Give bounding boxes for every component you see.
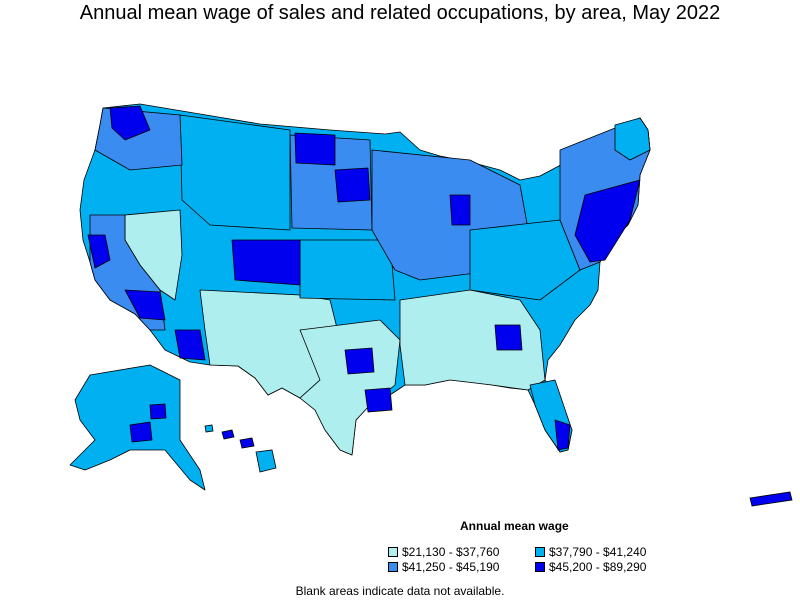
metro-seattle [109,105,151,141]
metro-chicago [449,194,471,226]
metro-los-angeles [124,289,166,321]
metro-alaska-interior [149,403,167,420]
hawaii-oahu [221,429,235,440]
metro-phoenix [174,329,206,361]
puerto-rico [749,491,793,507]
metro-minneapolis [334,167,371,203]
metro-anchorage [129,421,153,443]
legend-swatch [388,562,398,572]
legend-label: $37,790 - $41,240 [549,545,647,559]
legend-title: Annual mean wage [460,519,569,533]
hawaii-big-island [255,449,277,473]
legend-swatch [535,547,545,557]
hawaii-kauai [204,424,214,433]
legend-label: $45,200 - $89,290 [549,560,647,574]
legend-item-4: $45,200 - $89,290 [535,560,646,574]
region-texas [299,319,401,456]
metro-denver [231,239,301,286]
map-title: Annual mean wage of sales and related oc… [79,2,721,24]
legend-label: $21,130 - $37,760 [402,545,500,559]
region-maine [614,117,651,161]
metro-dallas [344,347,375,375]
legend-item-3: $41,250 - $45,190 [388,560,499,574]
metro-bos-nyc-dc [574,179,641,263]
data-availability-note: Blank areas indicate data not available. [295,584,505,598]
legend-item-1: $21,130 - $37,760 [388,545,499,559]
legend-swatch [388,547,398,557]
hawaii-maui [239,437,255,449]
metro-atlanta [494,324,523,351]
legend-swatch [535,562,545,572]
region-deep-south [399,289,546,391]
region-southwest [199,289,341,399]
legend-label: $41,250 - $45,190 [402,560,500,574]
region-plains [299,239,396,301]
legend-item-2: $37,790 - $41,240 [535,545,646,559]
metro-miami [554,419,571,451]
metro-houston [364,387,393,413]
region-ohio-valley [469,219,581,301]
metro-north-dakota [294,132,336,166]
region-montana [179,114,291,231]
metro-bay-area [87,234,111,269]
